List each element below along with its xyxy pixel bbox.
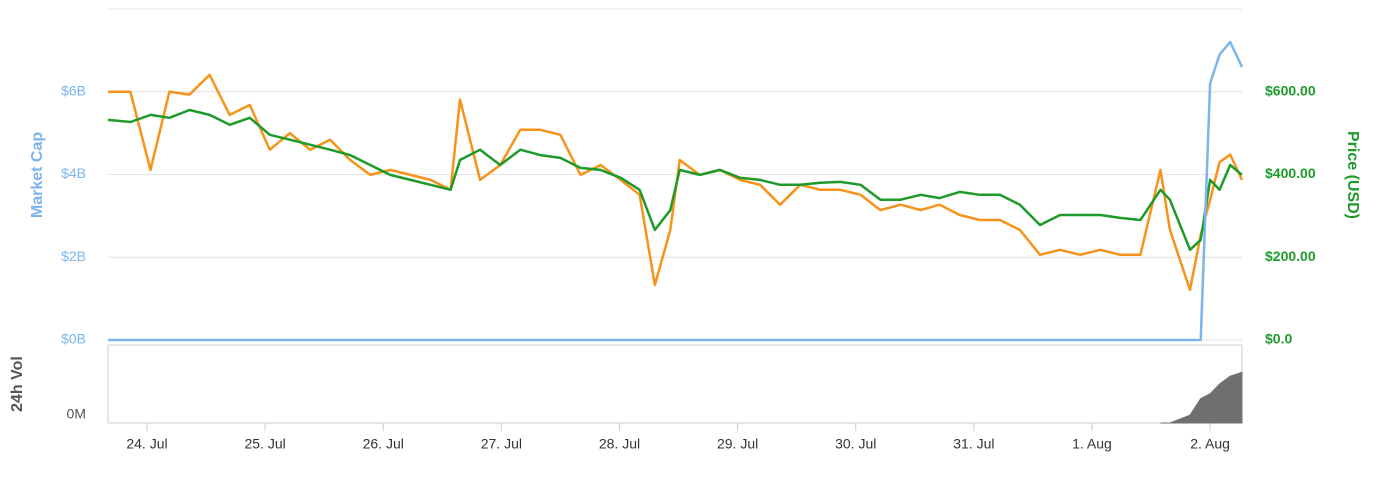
x-tick-label: 2. Aug — [1190, 436, 1230, 452]
y-tick-label: $6B — [61, 82, 86, 98]
x-tick-label: 27. Jul — [481, 436, 522, 452]
y-tick-label: $0B — [61, 331, 86, 347]
series-line — [108, 73, 1244, 292]
series-line — [107, 108, 1243, 252]
volume-axis-title: 24h Vol — [9, 356, 26, 412]
x-tick-label: 30. Jul — [835, 436, 876, 452]
x-tick-label: 25. Jul — [244, 436, 285, 452]
y2-tick-label: $200.00 — [1265, 248, 1316, 264]
y2-axis-title: Price (USD) — [1344, 131, 1361, 219]
x-tick-label: 24. Jul — [126, 436, 167, 452]
y2-tick-label: $0.0 — [1265, 331, 1292, 347]
y2-tick-label: $400.00 — [1265, 165, 1316, 181]
x-tick-label: 29. Jul — [717, 436, 758, 452]
y-tick-label: $4B — [61, 165, 86, 181]
x-tick-label: 28. Jul — [599, 436, 640, 452]
x-tick-label: 1. Aug — [1072, 436, 1112, 452]
y-tick-label: 0M — [67, 406, 86, 422]
x-tick-label: 26. Jul — [363, 436, 404, 452]
y-tick-label: $2B — [61, 248, 86, 264]
series-line — [108, 40, 1244, 342]
volume-area — [1160, 371, 1243, 424]
y2-tick-label: $600.00 — [1265, 82, 1316, 98]
x-tick-label: 31. Jul — [953, 436, 994, 452]
y-axis-title: Market Cap — [29, 132, 46, 218]
